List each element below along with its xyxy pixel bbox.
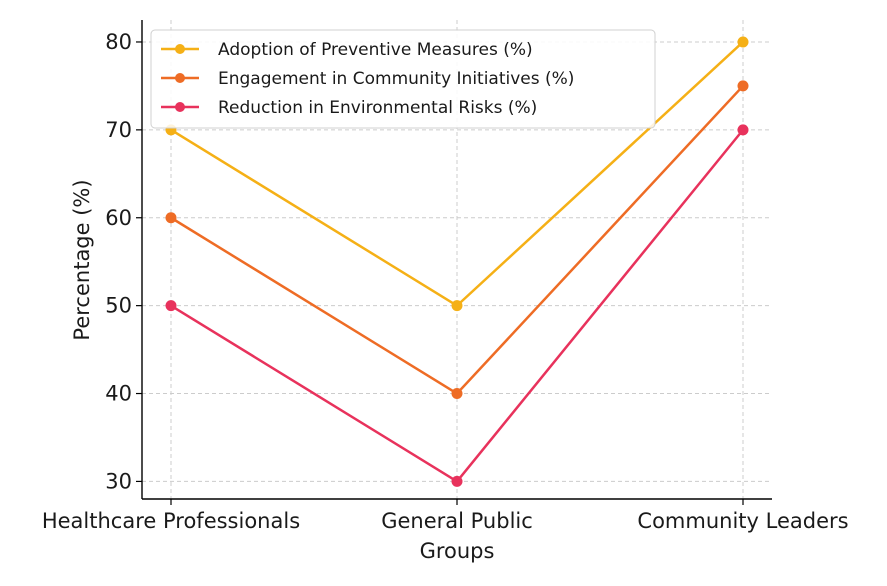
x-axis-label: Groups — [420, 539, 495, 563]
tick-marks: 30 40 50 60 70 80 Healthcare Professionals Gene… — [42, 30, 849, 533]
legend-marker — [175, 44, 185, 54]
data-point — [451, 475, 463, 487]
legend-entry: Engagement in Community Initiatives (%) — [161, 69, 574, 89]
y-tick-label: 70 — [105, 118, 132, 142]
legend-marker — [175, 73, 185, 83]
data-point — [451, 300, 463, 312]
x-tick-label: Community Leaders — [637, 509, 848, 533]
series-0 — [165, 36, 749, 312]
y-tick-label: 50 — [105, 294, 132, 318]
legend: Adoption of Preventive Measures (%) Engag… — [150, 29, 656, 129]
y-tick-label: 40 — [105, 382, 132, 406]
data-point — [737, 36, 749, 48]
data-point — [737, 80, 749, 92]
series-group — [165, 36, 749, 487]
series-1 — [165, 80, 749, 400]
series-2 — [165, 124, 749, 487]
legend-box — [150, 29, 656, 129]
legend-entry: Adoption of Preventive Measures (%) — [161, 40, 533, 60]
legend-label: Reduction in Environmental Risks (%) — [218, 98, 537, 118]
x-tick-label: General Public — [381, 509, 533, 533]
data-point — [165, 300, 177, 312]
y-tick-label: 30 — [105, 469, 132, 493]
legend-entry: Reduction in Environmental Risks (%) — [161, 98, 537, 118]
legend-label: Engagement in Community Initiatives (%) — [218, 69, 574, 89]
y-axis-label: Percentage (%) — [70, 179, 94, 340]
y-tick-label: 60 — [105, 206, 132, 230]
legend-marker — [175, 102, 185, 112]
y-tick-label: 80 — [105, 30, 132, 54]
x-tick-label: Healthcare Professionals — [42, 509, 300, 533]
legend-label: Adoption of Preventive Measures (%) — [218, 40, 533, 60]
data-point — [451, 388, 463, 400]
data-point — [737, 124, 749, 136]
data-point — [165, 212, 177, 224]
